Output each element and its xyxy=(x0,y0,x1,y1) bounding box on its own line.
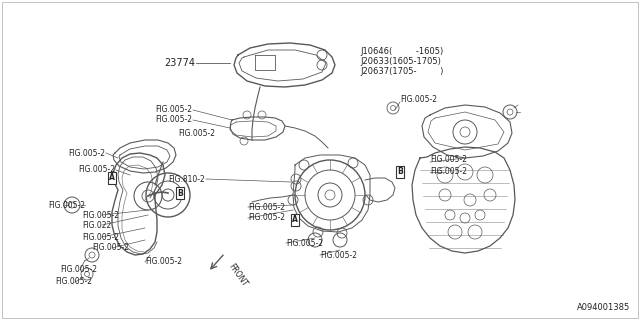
Text: A: A xyxy=(292,215,298,225)
Text: FIG.005-2: FIG.005-2 xyxy=(145,258,182,267)
Text: FIG.005-2: FIG.005-2 xyxy=(82,211,119,220)
Text: J20633(1605-1705): J20633(1605-1705) xyxy=(360,58,441,67)
Text: B: B xyxy=(397,167,403,177)
Text: FIG.005-2: FIG.005-2 xyxy=(78,165,115,174)
Text: FIG.005-2: FIG.005-2 xyxy=(68,148,105,157)
Text: FIG.005-2: FIG.005-2 xyxy=(82,233,119,242)
Text: FIG.005-2: FIG.005-2 xyxy=(55,277,92,286)
Text: J10646(         -1605): J10646( -1605) xyxy=(360,47,444,57)
Text: 23774: 23774 xyxy=(164,58,195,68)
Text: FIG.005-2: FIG.005-2 xyxy=(320,251,357,260)
Text: FIG.005-2: FIG.005-2 xyxy=(430,156,467,164)
Text: B: B xyxy=(177,188,183,197)
Text: FIG.022: FIG.022 xyxy=(82,220,111,229)
Text: FIG.005-2: FIG.005-2 xyxy=(430,167,467,177)
Text: FIG.005-2: FIG.005-2 xyxy=(248,203,285,212)
Text: FIG.005-2: FIG.005-2 xyxy=(286,238,323,247)
Text: FIG.005-2: FIG.005-2 xyxy=(178,129,215,138)
Text: FIG.005-2: FIG.005-2 xyxy=(155,116,192,124)
Text: FIG.005-2: FIG.005-2 xyxy=(248,213,285,222)
Text: FIG.005-2: FIG.005-2 xyxy=(155,106,192,115)
Text: FRONT: FRONT xyxy=(227,262,248,289)
Text: A: A xyxy=(109,173,115,182)
Text: FIG.005-2: FIG.005-2 xyxy=(60,266,97,275)
Text: FIG.005-2: FIG.005-2 xyxy=(92,244,129,252)
Text: FIG.810-2: FIG.810-2 xyxy=(168,174,205,183)
Text: FIG.005-2: FIG.005-2 xyxy=(400,95,437,105)
Text: J20637(1705-         ): J20637(1705- ) xyxy=(360,68,444,76)
Text: FIG.005-2: FIG.005-2 xyxy=(48,201,85,210)
Text: A094001385: A094001385 xyxy=(577,303,630,312)
